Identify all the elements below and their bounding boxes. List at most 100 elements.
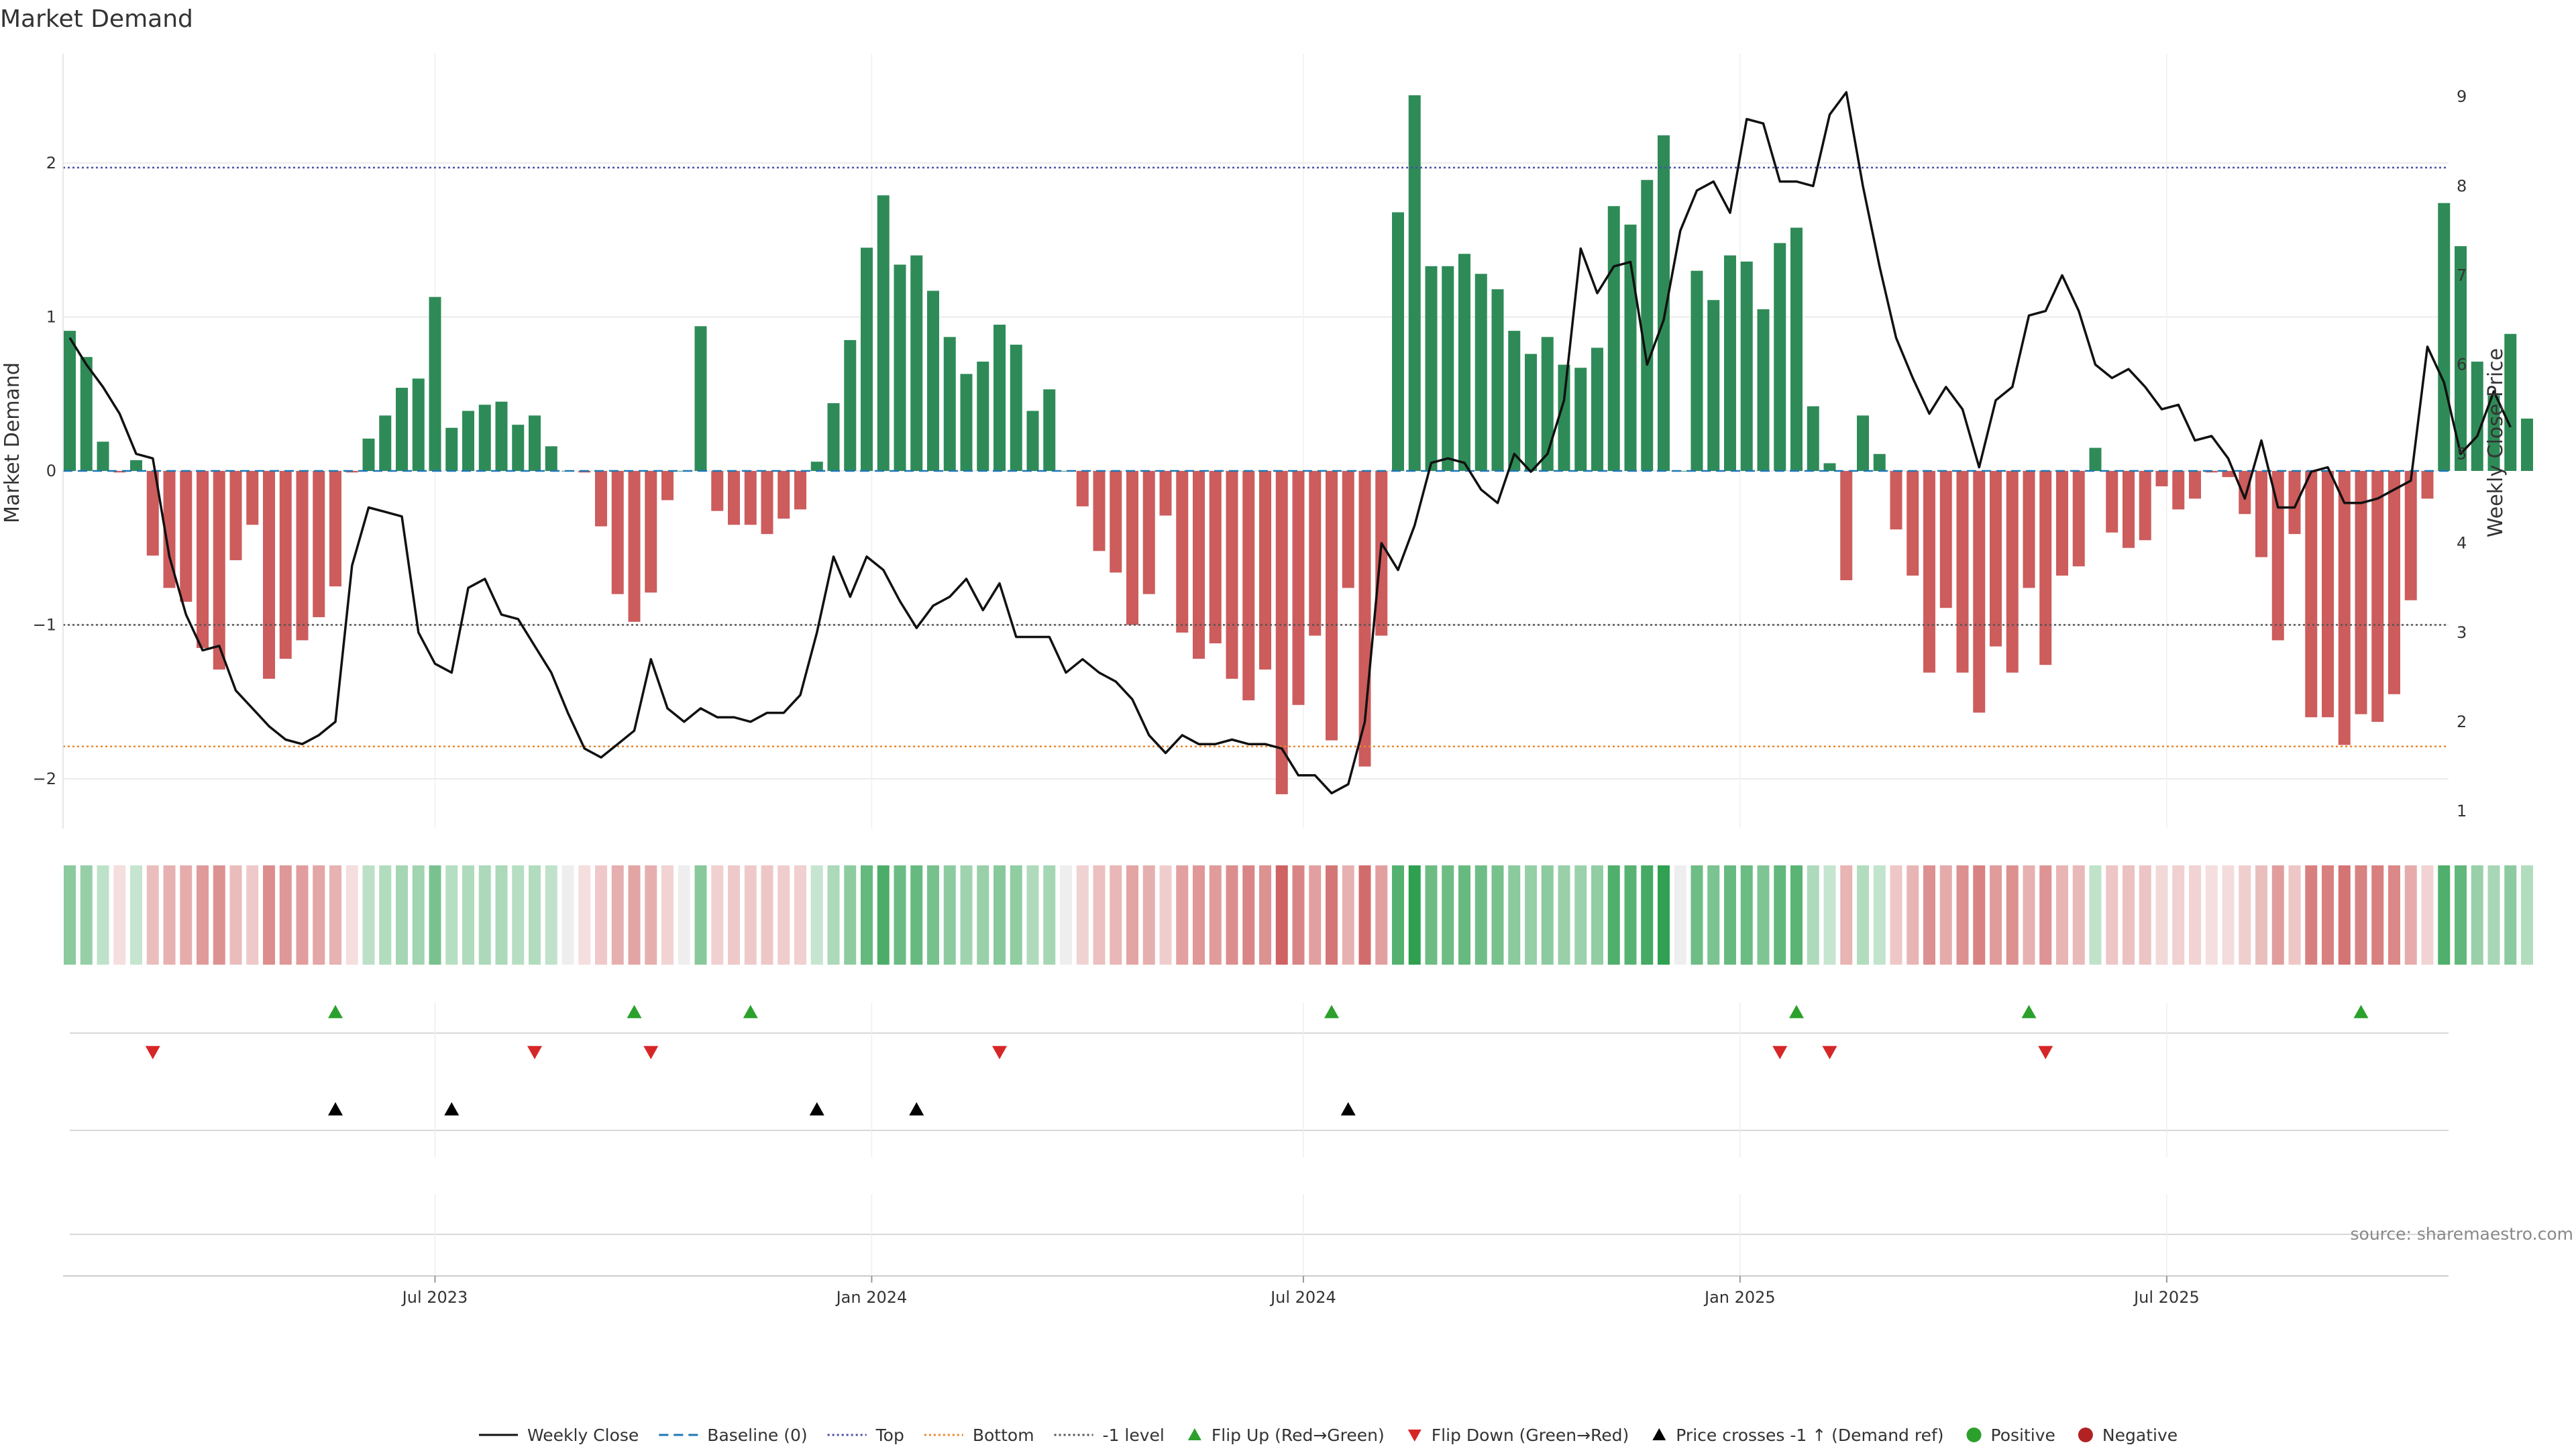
flip-up-marker: [2353, 1005, 2369, 1018]
demand-bar: [412, 378, 425, 471]
heat-cell: [163, 865, 176, 965]
demand-bar: [2056, 471, 2068, 576]
heat-cell: [1242, 865, 1255, 965]
heat-cell: [711, 865, 724, 965]
demand-bar: [1823, 463, 1836, 471]
demand-bar: [827, 403, 840, 471]
flip-down-marker: [992, 1046, 1007, 1059]
demand-bar: [1857, 415, 1869, 471]
legend-label: Positive: [1991, 1426, 2055, 1445]
demand-bar: [1956, 471, 1969, 673]
heat-cell: [1026, 865, 1039, 965]
heat-cell: [429, 865, 441, 965]
heat-cell: [329, 865, 341, 965]
heat-cell: [1110, 865, 1122, 965]
demand-bar: [628, 471, 641, 622]
demand-bar: [1309, 471, 1322, 636]
x-tick-label: Jan 2024: [835, 1288, 908, 1307]
demand-bar: [2172, 471, 2185, 510]
heat-cell: [130, 865, 142, 965]
demand-bar: [711, 471, 724, 511]
demand-bar: [1939, 471, 1952, 608]
heat-cell: [2288, 865, 2301, 965]
y-tick-left: −2: [33, 769, 56, 788]
demand-bar: [1126, 471, 1138, 625]
demand-bar: [1408, 95, 1421, 471]
demand-bar: [1508, 331, 1521, 471]
heat-cell: [2271, 865, 2284, 965]
demand-bar: [263, 471, 275, 679]
heat-cell: [313, 865, 325, 965]
heat-cell: [1126, 865, 1138, 965]
y-tick-right: 6: [2457, 356, 2467, 374]
demand-bars: [64, 95, 2533, 794]
demand-bar: [910, 255, 923, 471]
demand-bar: [1541, 337, 1554, 471]
demand-bar: [396, 388, 408, 471]
legend-label: Flip Down (Green→Red): [1432, 1426, 1629, 1445]
heat-cell: [229, 865, 242, 965]
demand-bar: [1840, 471, 1853, 580]
heat-cell: [1873, 865, 1886, 965]
demand-bar: [1491, 289, 1504, 471]
heat-cell: [1458, 865, 1470, 965]
demand-bar: [1110, 471, 1122, 573]
demand-bar: [694, 326, 707, 471]
demand-bar: [2189, 471, 2201, 499]
heat-cell: [1757, 865, 1770, 965]
demand-bar: [661, 471, 674, 500]
heat-cell: [512, 865, 525, 965]
heat-cell: [761, 865, 773, 965]
demand-bar: [2487, 395, 2500, 471]
heat-cell: [2421, 865, 2434, 965]
heat-cell: [1491, 865, 1504, 965]
heat-cell: [296, 865, 309, 965]
demand-bar: [595, 471, 607, 527]
x-tick-label: Jul 2023: [401, 1288, 468, 1307]
demand-bar: [894, 264, 906, 471]
y-tick-right: 4: [2457, 534, 2467, 553]
demand-bar: [2421, 471, 2434, 499]
legend-label: -1 level: [1103, 1426, 1165, 1445]
demand-bar: [2471, 362, 2483, 471]
demand-bar: [2388, 471, 2400, 694]
event-markers: [70, 1003, 2449, 1278]
x-tick-label: Jan 2025: [1703, 1288, 1776, 1307]
heat-cell: [678, 865, 690, 965]
demand-bar: [810, 462, 823, 471]
heat-cell: [1641, 865, 1654, 965]
flip-down-marker: [643, 1046, 659, 1059]
y-tick-right: 9: [2457, 87, 2467, 106]
demand-bar: [1242, 471, 1255, 700]
demand-bar: [2155, 471, 2168, 486]
heat-cell: [1790, 865, 1803, 965]
heat-cell: [960, 865, 973, 965]
demand-bar: [1525, 354, 1537, 471]
y-axis-label-left: Market Demand: [1, 362, 24, 523]
flip-up-marker: [1324, 1005, 1339, 1018]
legend-label: Flip Up (Red→Green): [1212, 1426, 1385, 1445]
legend-label: Weekly Close: [527, 1426, 639, 1445]
demand-bar: [2355, 471, 2367, 714]
demand-bar: [994, 324, 1006, 471]
heat-cell: [146, 865, 159, 965]
heat-cell: [877, 865, 890, 965]
heat-cell: [2056, 865, 2068, 965]
demand-bar: [2271, 471, 2284, 641]
demand-bar: [2255, 471, 2267, 557]
heat-cell: [2338, 865, 2351, 965]
heat-cell: [1142, 865, 1155, 965]
demand-bar: [744, 471, 757, 525]
demand-bar: [545, 446, 557, 471]
heat-cell: [844, 865, 857, 965]
flip-down-marker: [527, 1046, 542, 1059]
heat-cell: [1425, 865, 1438, 965]
demand-bar: [2006, 471, 2019, 673]
demand-bar: [1591, 347, 1603, 471]
legend-label: Baseline (0): [707, 1426, 807, 1445]
heat-cell: [2322, 865, 2334, 965]
heat-cell: [2438, 865, 2451, 965]
heat-cell: [1259, 865, 1271, 965]
reference-levels: [63, 166, 2449, 748]
